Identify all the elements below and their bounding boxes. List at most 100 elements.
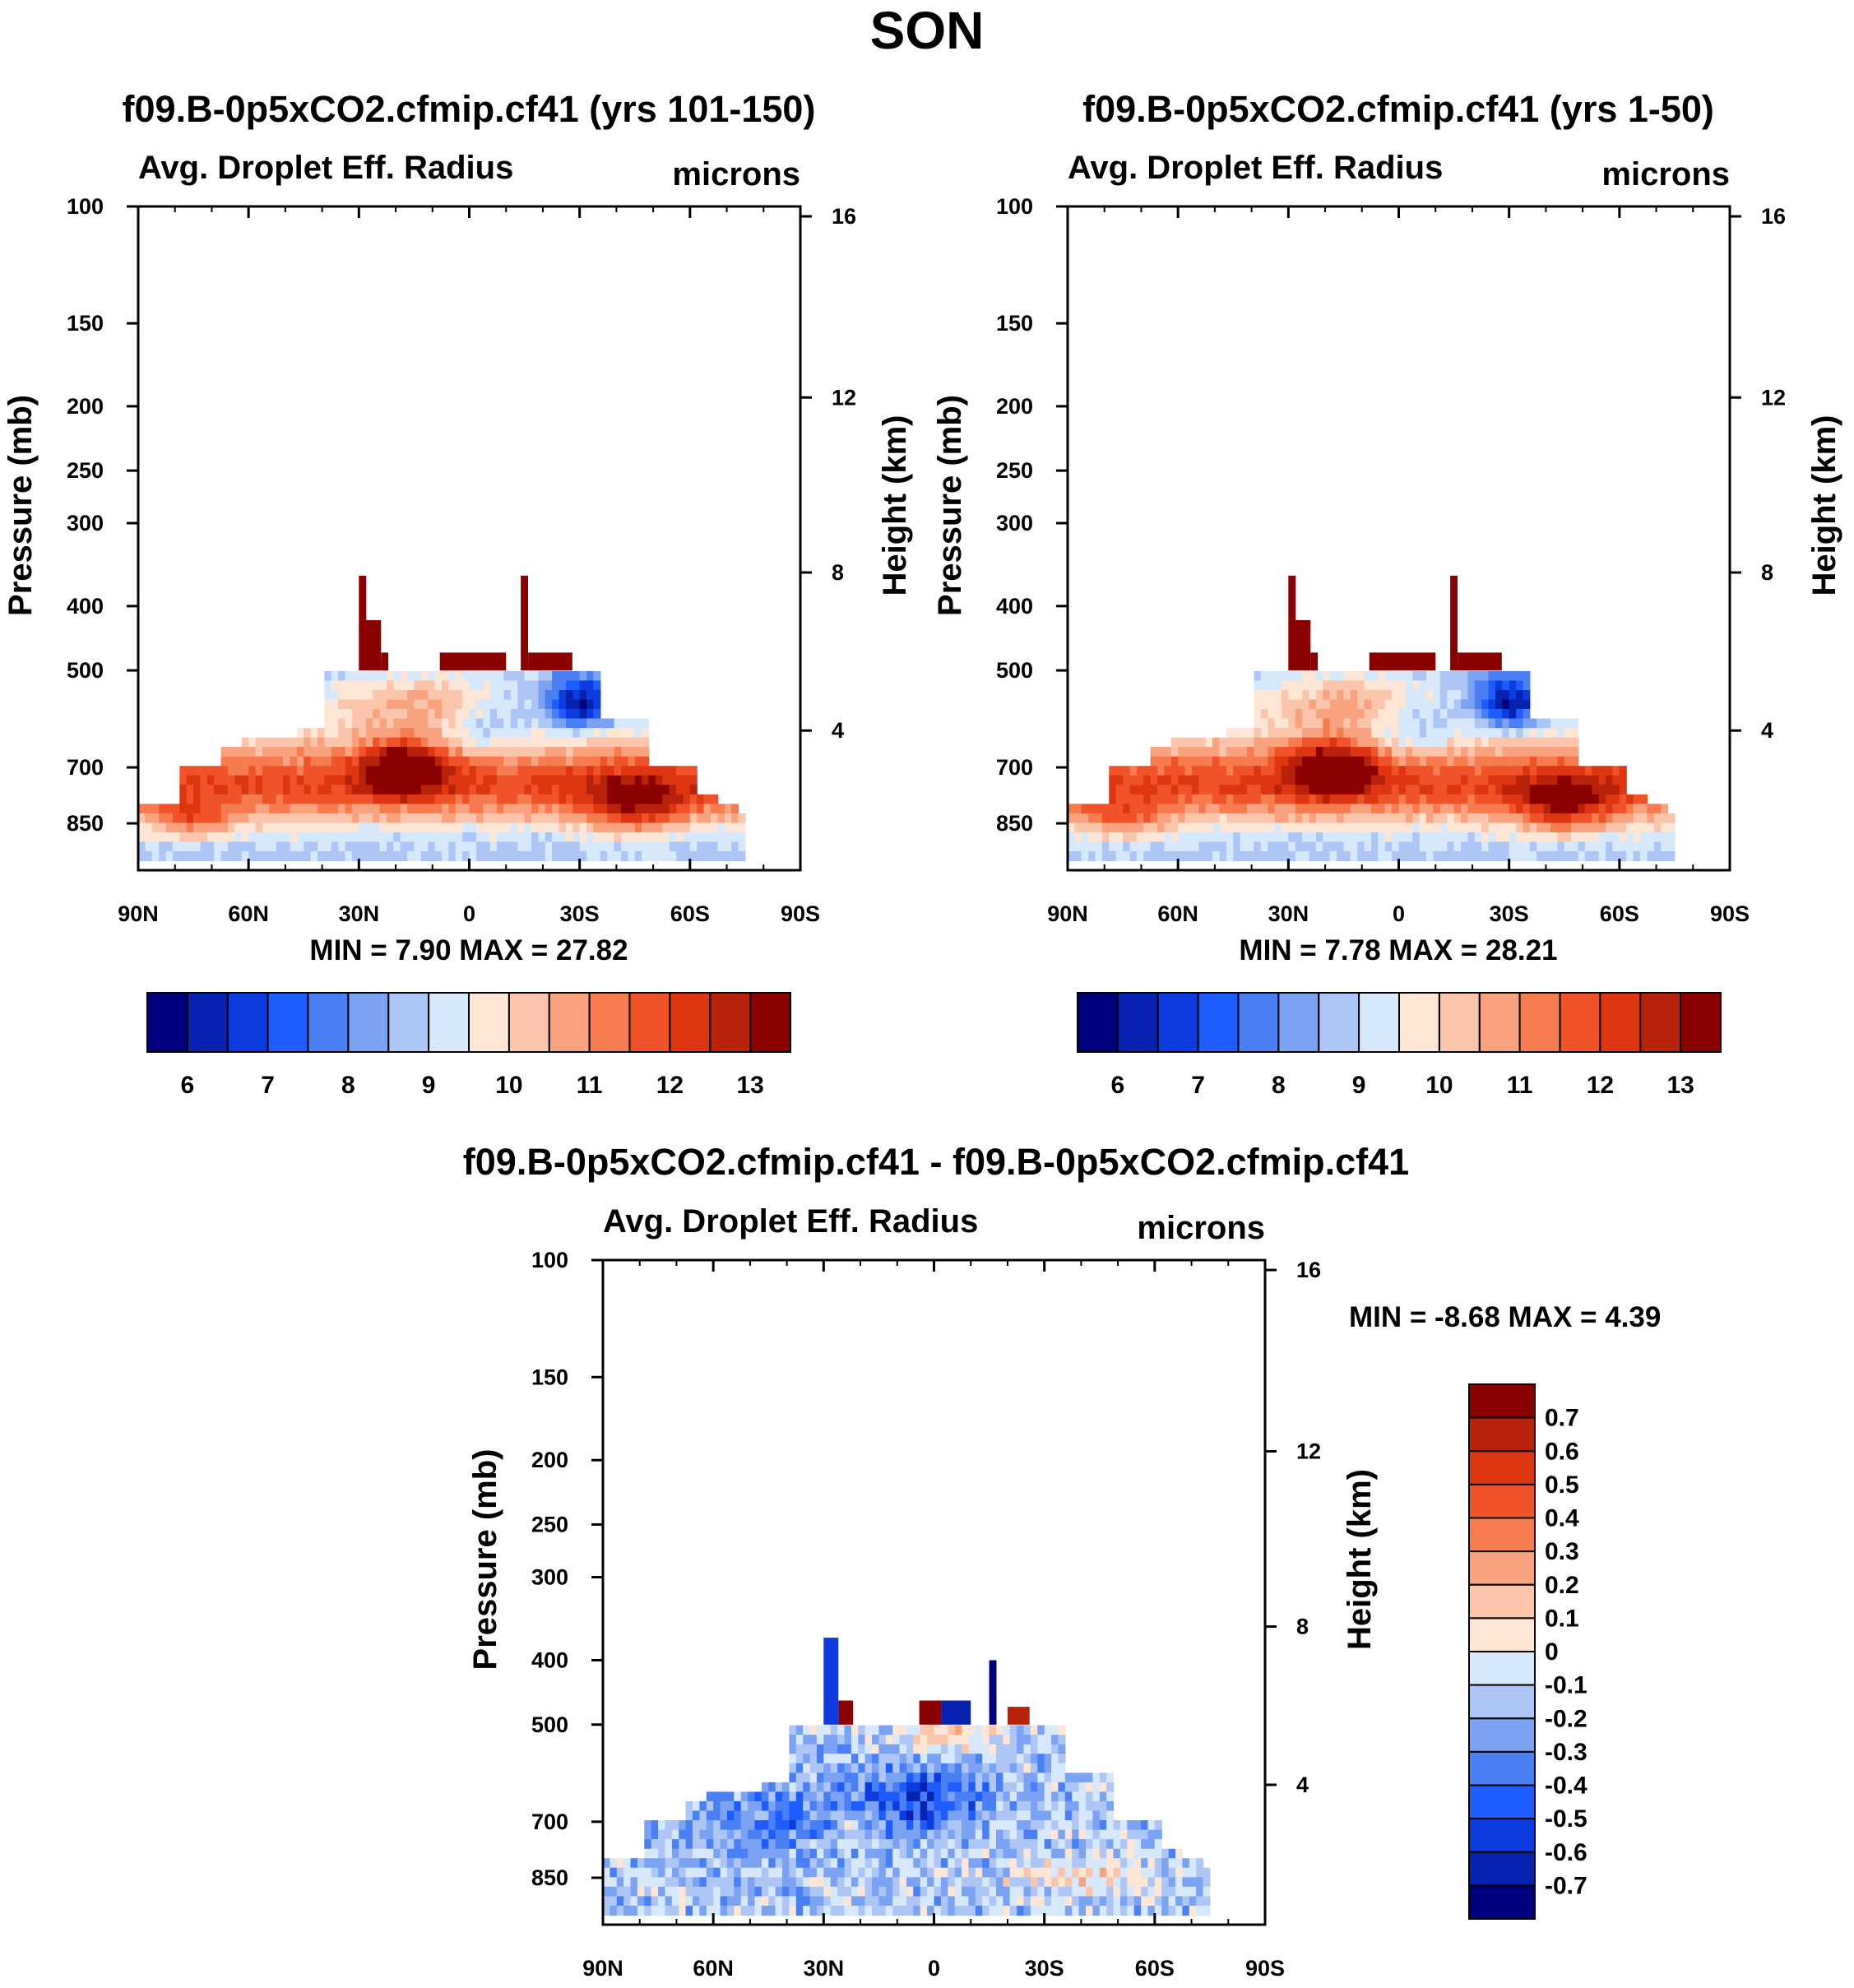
contour-spike bbox=[1369, 652, 1436, 671]
colorbar-box bbox=[1237, 992, 1280, 1053]
colorbar-box bbox=[267, 992, 309, 1053]
x-tick-label: 60N bbox=[228, 901, 269, 926]
y-tick-label: 300 bbox=[996, 511, 1033, 535]
colorbar-tick-label: 0.7 bbox=[1545, 1405, 1579, 1432]
y-right-tick-label: 12 bbox=[1296, 1439, 1321, 1464]
colorbar-tick-label: 11 bbox=[1507, 1072, 1533, 1099]
colorbar-box bbox=[1468, 1684, 1536, 1720]
y-right-tick-label: 12 bbox=[832, 385, 856, 410]
colorbar-box bbox=[387, 992, 430, 1053]
colorbar-tick-label: 0.4 bbox=[1545, 1505, 1579, 1532]
panel-title: f09.B-0p5xCO2.cfmip.cf41 (yrs 101-150) bbox=[123, 88, 816, 130]
contour-spike bbox=[439, 652, 507, 671]
colorbar-box bbox=[1468, 1483, 1536, 1519]
colorbar-tick-label: 7 bbox=[1191, 1072, 1205, 1099]
colorbar-box bbox=[1468, 1884, 1536, 1920]
y-tick-label: 250 bbox=[67, 458, 104, 483]
y-tick-label: 100 bbox=[996, 194, 1033, 219]
contour-spike bbox=[1310, 652, 1319, 671]
contour-spike bbox=[381, 652, 389, 671]
y-right-tick-label: 12 bbox=[1761, 385, 1786, 410]
colorbar-tick-label: 8 bbox=[1272, 1072, 1286, 1099]
colorbar-box bbox=[1116, 992, 1159, 1053]
y-tick-label: 100 bbox=[531, 1248, 568, 1272]
y-right-tick-label: 8 bbox=[832, 560, 844, 585]
x-tick-label: 60S bbox=[1600, 901, 1639, 926]
y-tick-label: 500 bbox=[996, 658, 1033, 683]
colorbar-tick-label: -0.4 bbox=[1545, 1773, 1587, 1800]
x-tick-label: 60N bbox=[1157, 901, 1198, 926]
colorbar-box bbox=[307, 992, 350, 1053]
colorbar-tick-label: 6 bbox=[181, 1072, 195, 1099]
y-tick-label: 400 bbox=[531, 1647, 568, 1672]
x-tick-label: 30S bbox=[560, 901, 600, 926]
colorbar-tick-label: -0.2 bbox=[1545, 1705, 1587, 1732]
y-axis-right-label: Height (km) bbox=[1342, 1469, 1378, 1650]
panel-title: f09.B-0p5xCO2.cfmip.cf41 (yrs 1-50) bbox=[1082, 88, 1714, 130]
x-tick-label: 30S bbox=[1025, 1956, 1064, 1981]
colorbar-box bbox=[1468, 1717, 1536, 1753]
colorbar-box bbox=[1599, 992, 1642, 1053]
colorbar-box bbox=[468, 992, 510, 1053]
y-right-tick-label: 4 bbox=[832, 718, 844, 743]
panel-units-label: microns bbox=[672, 156, 800, 192]
colorbar-tick-label: -0.6 bbox=[1545, 1839, 1587, 1866]
contour-spike bbox=[838, 1700, 854, 1725]
colorbar-box bbox=[749, 992, 791, 1053]
contour-spike bbox=[1007, 1707, 1030, 1725]
colorbar-tick-label: 9 bbox=[422, 1072, 436, 1099]
contour-spike bbox=[941, 1700, 971, 1725]
y-tick-label: 100 bbox=[67, 194, 104, 219]
min-max-label: MIN = 7.90 MAX = 27.82 bbox=[309, 934, 628, 966]
y-tick-label: 200 bbox=[531, 1448, 568, 1472]
y-right-tick-label: 16 bbox=[1761, 204, 1786, 229]
colorbar-box bbox=[1358, 992, 1400, 1053]
y-axis-label: Pressure (mb) bbox=[932, 395, 968, 616]
contour-spike bbox=[359, 575, 367, 670]
y-tick-label: 850 bbox=[531, 1865, 568, 1890]
y-tick-label: 700 bbox=[996, 755, 1033, 780]
x-tick-label: 30N bbox=[804, 1956, 845, 1981]
contour-spike bbox=[362, 620, 382, 671]
colorbar-box bbox=[1559, 992, 1601, 1053]
colorbar-tick-label: 0.5 bbox=[1545, 1471, 1579, 1499]
y-tick-label: 300 bbox=[67, 511, 104, 535]
x-tick-label: 30N bbox=[339, 901, 380, 926]
colorbar-panel_left: 6 7 8 9 10 11 12 13 bbox=[146, 992, 791, 1099]
y-axis-label: Pressure (mb) bbox=[2, 395, 39, 616]
min-max-label: MIN = 7.78 MAX = 28.21 bbox=[1239, 934, 1557, 966]
colorbar-box bbox=[186, 992, 229, 1053]
colorbar-box bbox=[428, 992, 470, 1053]
x-tick-label: 90N bbox=[1047, 901, 1088, 926]
contour-spike bbox=[989, 1660, 997, 1725]
colorbar-tick-label: 8 bbox=[341, 1072, 355, 1099]
y-tick-label: 250 bbox=[996, 458, 1033, 483]
colorbar-box bbox=[1468, 1851, 1536, 1887]
colorbar-panel_diff: 0.7 0.6 0.5 0.4 0.3 0.2 0.1 0 -0.1 -0.2 -0.3 -0.4 -0… bbox=[1468, 1383, 1587, 1920]
colorbar-box bbox=[1468, 1583, 1536, 1620]
panel-left-label: Avg. Droplet Eff. Radius bbox=[138, 150, 513, 186]
x-tick-label: 90S bbox=[781, 901, 820, 926]
colorbar-tick-label: -0.3 bbox=[1545, 1739, 1587, 1766]
colorbar-box bbox=[1639, 992, 1682, 1053]
x-tick-label: 90S bbox=[1710, 901, 1750, 926]
contour-fill-panel_left bbox=[138, 575, 746, 861]
colorbar-panel_right: 6 7 8 9 10 11 12 13 bbox=[1077, 992, 1722, 1099]
colorbar-box bbox=[1277, 992, 1320, 1053]
contour-spike bbox=[521, 575, 528, 670]
x-tick-label: 90N bbox=[118, 901, 159, 926]
panel-title: f09.B-0p5xCO2.cfmip.cf41 - f09.B-0p5xCO2… bbox=[463, 1141, 1409, 1183]
colorbar-box bbox=[1398, 992, 1440, 1053]
colorbar-tick-label: 12 bbox=[1587, 1072, 1614, 1099]
colorbar-box bbox=[1468, 1784, 1536, 1820]
contour-spike bbox=[1450, 575, 1458, 670]
colorbar-box bbox=[508, 992, 550, 1053]
colorbar-tick-label: 0 bbox=[1545, 1638, 1559, 1666]
colorbar-box bbox=[1478, 992, 1521, 1053]
colorbar-box bbox=[628, 992, 671, 1053]
plot-panel-panel_right: 90N 60N 30N 0 30S 60S 90S 100 150 200 250 300 400 500… bbox=[932, 88, 1842, 966]
x-tick-label: 60N bbox=[693, 1956, 734, 1981]
colorbar-box bbox=[1438, 992, 1481, 1053]
x-tick-label: 0 bbox=[1393, 901, 1405, 926]
